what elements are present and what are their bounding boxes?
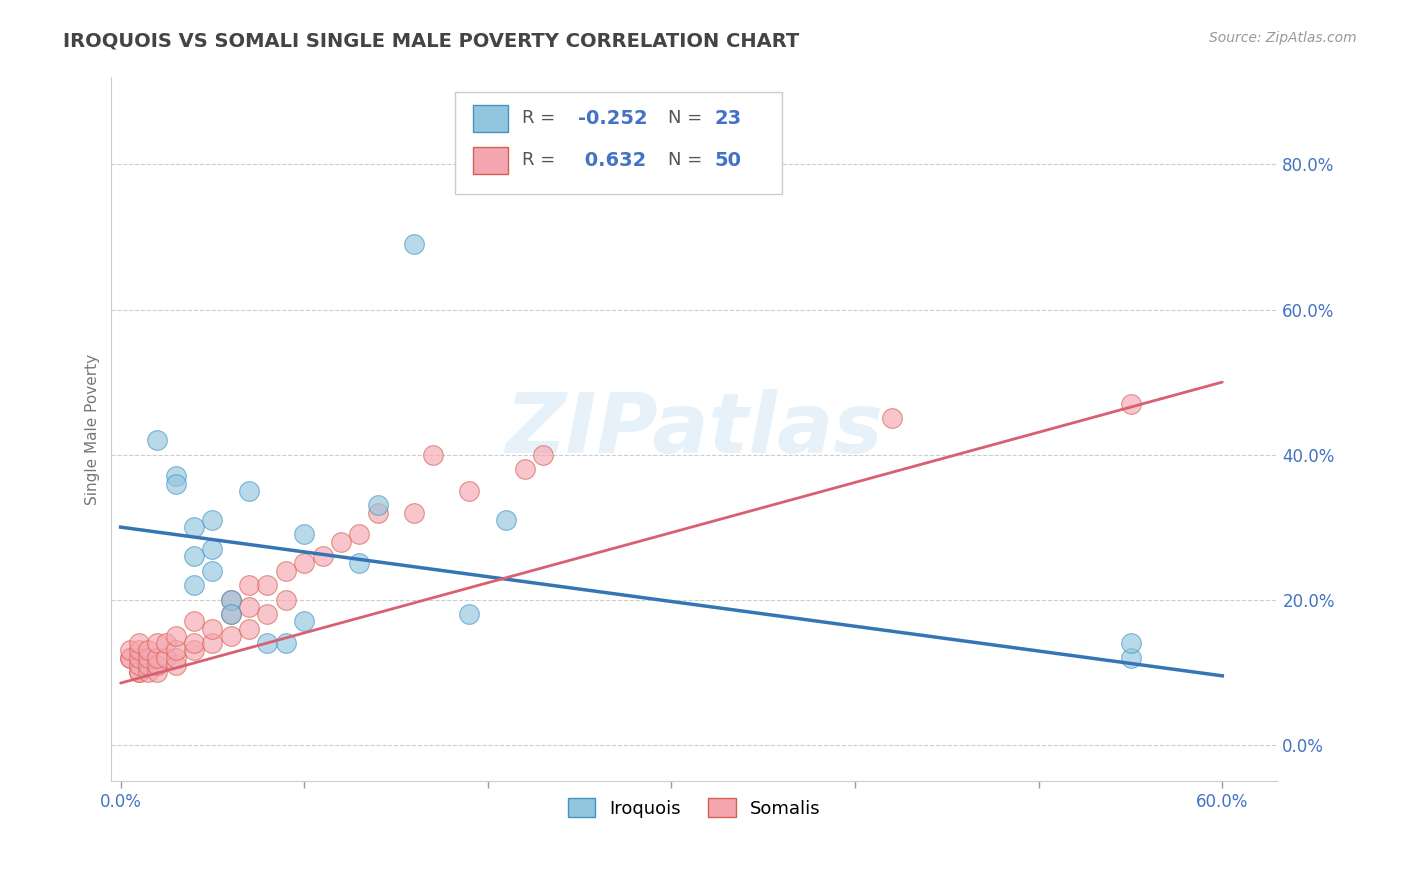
Point (128, 665, 150, 680)
Point (422, 448, 444, 462)
Point (274, 592, 297, 607)
Text: 23: 23 (714, 109, 741, 128)
Point (118, 650, 141, 665)
Point (201, 541, 224, 556)
Point (292, 615, 315, 629)
Point (136, 643, 159, 657)
Text: R =: R = (522, 109, 555, 128)
Point (146, 433, 169, 447)
Point (495, 513, 517, 527)
Text: Source: ZipAtlas.com: Source: ZipAtlas.com (1209, 31, 1357, 45)
Point (201, 513, 224, 527)
Point (183, 520, 205, 534)
Text: N =: N = (668, 109, 702, 128)
Point (256, 636, 278, 650)
Point (367, 506, 389, 520)
Point (238, 622, 260, 636)
Point (219, 607, 242, 622)
Point (183, 549, 205, 563)
Point (183, 643, 205, 657)
Point (1119, 397, 1142, 411)
Point (128, 665, 150, 680)
Point (155, 636, 177, 650)
Point (349, 557, 371, 571)
Point (165, 469, 187, 483)
Point (367, 499, 389, 513)
Point (165, 476, 187, 491)
FancyBboxPatch shape (472, 105, 508, 132)
Point (1119, 650, 1142, 665)
Point (118, 650, 141, 665)
Text: R =: R = (522, 152, 555, 169)
Text: 0.632: 0.632 (578, 151, 645, 170)
Point (329, 534, 352, 549)
Point (146, 665, 169, 680)
Point (349, 527, 371, 541)
Point (201, 564, 224, 578)
Point (404, 506, 426, 520)
Point (458, 607, 481, 622)
Point (531, 448, 554, 462)
Point (136, 650, 159, 665)
Point (183, 636, 205, 650)
Point (128, 657, 150, 672)
Point (238, 578, 260, 592)
Point (219, 592, 242, 607)
Point (219, 629, 242, 643)
Point (292, 527, 315, 541)
Point (292, 557, 315, 571)
FancyBboxPatch shape (456, 92, 782, 194)
Point (118, 643, 141, 657)
Point (128, 650, 150, 665)
FancyBboxPatch shape (472, 147, 508, 174)
Point (146, 657, 169, 672)
Point (1119, 636, 1142, 650)
Legend: Iroquois, Somalis: Iroquois, Somalis (561, 791, 828, 825)
Point (165, 650, 187, 665)
Point (238, 483, 260, 498)
Point (880, 411, 903, 425)
Point (165, 657, 187, 672)
Point (136, 657, 159, 672)
Text: -0.252: -0.252 (578, 109, 647, 128)
Point (165, 643, 187, 657)
Point (201, 636, 224, 650)
Point (311, 549, 333, 563)
Text: N =: N = (668, 152, 702, 169)
Point (274, 636, 297, 650)
Point (238, 599, 260, 614)
Text: ZIPatlas: ZIPatlas (506, 389, 883, 470)
Point (458, 483, 481, 498)
Point (183, 578, 205, 592)
Point (256, 578, 278, 592)
Point (128, 636, 150, 650)
Point (183, 615, 205, 629)
Point (128, 643, 150, 657)
Point (201, 622, 224, 636)
Point (274, 564, 297, 578)
Point (146, 636, 169, 650)
Point (219, 592, 242, 607)
Point (155, 650, 177, 665)
Point (256, 607, 278, 622)
Point (146, 650, 169, 665)
Text: 50: 50 (714, 151, 741, 170)
Point (165, 629, 187, 643)
Y-axis label: Single Male Poverty: Single Male Poverty (86, 353, 100, 505)
Point (513, 462, 536, 476)
Point (219, 607, 242, 622)
Point (404, 237, 426, 252)
Point (136, 665, 159, 680)
Text: IROQUOIS VS SOMALI SINGLE MALE POVERTY CORRELATION CHART: IROQUOIS VS SOMALI SINGLE MALE POVERTY C… (63, 31, 800, 50)
